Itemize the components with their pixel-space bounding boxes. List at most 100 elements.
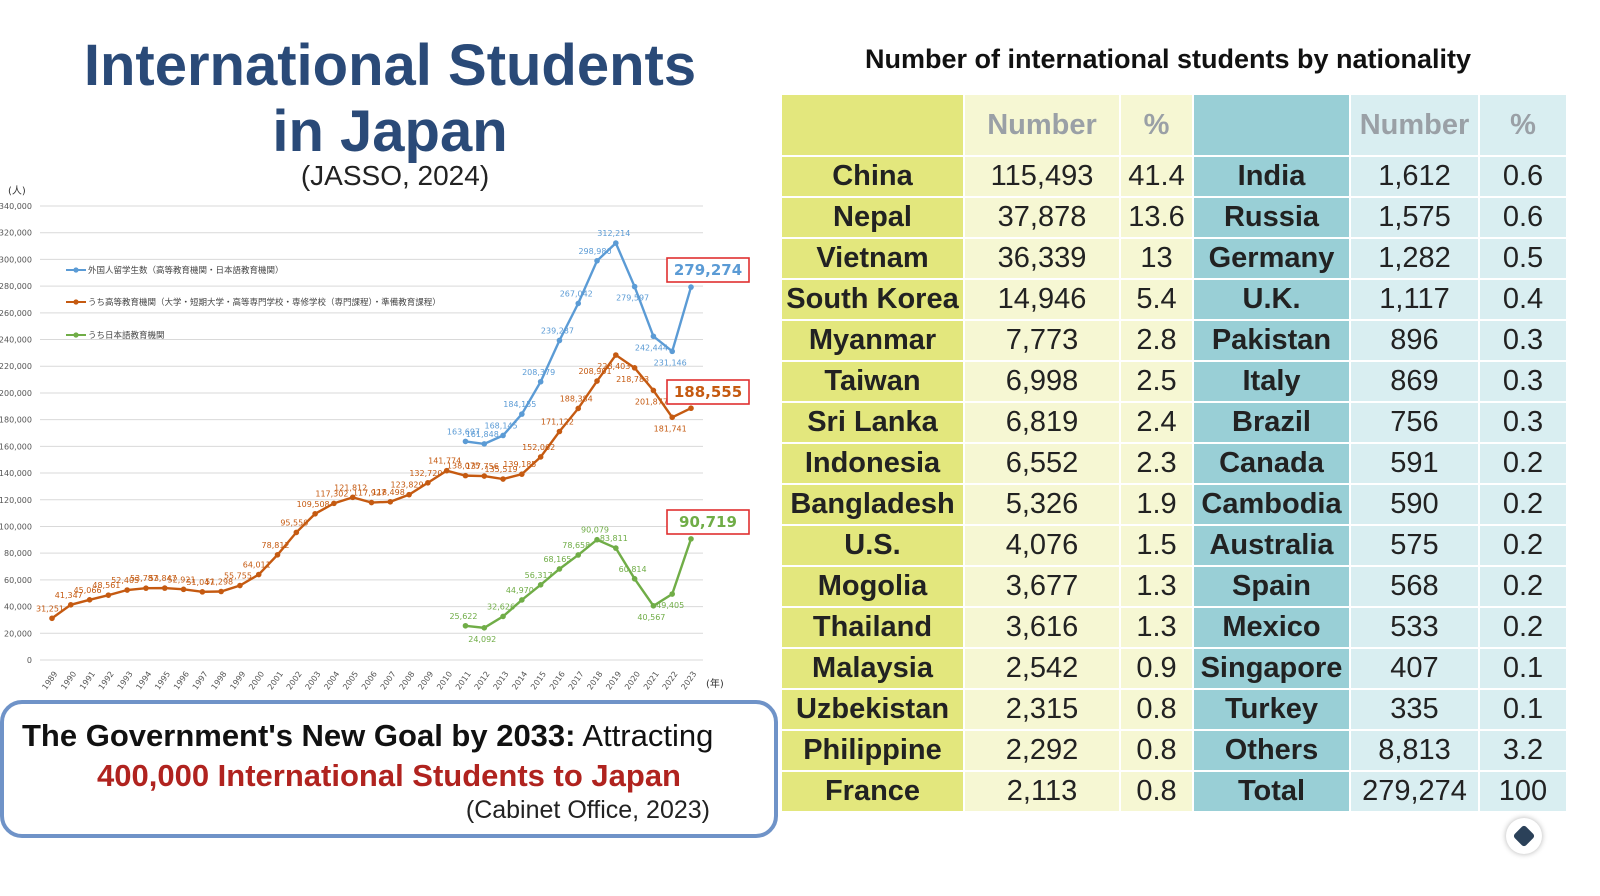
data-label: 168,145 xyxy=(485,421,518,430)
table-cell: 0.2 xyxy=(1478,483,1568,526)
x-tick-label: 1992 xyxy=(97,670,116,692)
table-cell: 1,612 xyxy=(1349,155,1480,198)
table-cell: 6,819 xyxy=(963,401,1121,444)
data-point xyxy=(86,597,93,603)
header-cell xyxy=(1192,93,1351,157)
table-cell: 1,575 xyxy=(1349,196,1480,239)
data-point xyxy=(462,622,469,629)
data-label: 231,146 xyxy=(654,358,687,367)
table-cell: 13.6 xyxy=(1119,196,1194,239)
data-label: 90,079 xyxy=(581,526,609,535)
table-cell: 0.2 xyxy=(1478,442,1568,485)
y-tick-label: 180,000 xyxy=(0,416,32,425)
table-cell: Thailand xyxy=(780,606,965,649)
data-point xyxy=(631,575,638,582)
table-cell: 0.3 xyxy=(1478,401,1568,444)
y-tick-label: 60,000 xyxy=(4,576,32,585)
table-cell: 7,773 xyxy=(963,319,1121,362)
data-point xyxy=(312,510,318,517)
data-point xyxy=(631,365,638,371)
table-cell: 591 xyxy=(1349,442,1480,485)
data-point xyxy=(537,378,544,385)
table-cell: 407 xyxy=(1349,647,1480,690)
table-cell: 0.8 xyxy=(1119,688,1194,731)
table-cell: 13 xyxy=(1119,237,1194,280)
table-cell: France xyxy=(780,770,965,813)
table-cell: Singapore xyxy=(1192,647,1351,690)
x-tick-label: 2015 xyxy=(529,670,548,692)
data-label: 52,921 xyxy=(168,575,196,584)
x-tick-label: 2007 xyxy=(379,670,398,692)
data-label: 78,658 xyxy=(562,541,590,550)
table-cell: Others xyxy=(1192,729,1351,772)
table-cell: 869 xyxy=(1349,360,1480,403)
table-cell: 533 xyxy=(1349,606,1480,649)
table-cell: Nepal xyxy=(780,196,965,239)
data-point xyxy=(425,479,431,486)
data-label: 118,498 xyxy=(372,488,405,497)
y-tick-label: 240,000 xyxy=(0,336,32,345)
slide-title-line2: in Japan xyxy=(272,99,508,164)
data-point xyxy=(481,625,488,631)
data-label: 51,047 xyxy=(186,578,214,587)
data-point xyxy=(631,283,638,290)
y-unit-label: (人) xyxy=(8,185,26,197)
table-cell: Sri Lanka xyxy=(780,401,965,444)
data-point xyxy=(105,592,112,598)
goal-highlight-text: 400,000 International Students to Japan xyxy=(97,758,681,793)
x-tick-label: 1996 xyxy=(172,670,191,692)
table-cell: Russia xyxy=(1192,196,1351,239)
data-point xyxy=(669,414,676,421)
data-label: 137,756 xyxy=(466,462,499,471)
y-tick-label: 160,000 xyxy=(0,442,32,451)
table-cell: 1.3 xyxy=(1119,565,1194,608)
data-point xyxy=(462,472,469,479)
x-tick-label: 2022 xyxy=(661,670,680,692)
table-cell: Canada xyxy=(1192,442,1351,485)
data-label: 31,251 xyxy=(36,604,64,613)
y-tick-label: 20,000 xyxy=(4,629,32,638)
table-cell: Vietnam xyxy=(780,237,965,280)
data-point xyxy=(688,284,694,290)
x-tick-label: 2011 xyxy=(454,670,473,692)
data-label: 117,927 xyxy=(353,489,386,498)
table-cell: 2,292 xyxy=(963,729,1121,772)
table-cell: 1.3 xyxy=(1119,606,1194,649)
goal-normal-text: Attracting xyxy=(575,718,714,753)
y-tick-label: 320,000 xyxy=(0,229,32,238)
data-point xyxy=(594,378,600,384)
data-label: 132,720 xyxy=(409,469,442,478)
nationality-table: Number % Number % China 115,493 41.4 India 1… xyxy=(780,93,1568,813)
table-cell: 100 xyxy=(1478,770,1568,813)
data-point xyxy=(368,499,375,506)
x-tick-label: 2009 xyxy=(416,670,435,692)
data-point xyxy=(199,589,206,595)
header-cell: Number xyxy=(963,93,1121,157)
data-point xyxy=(349,494,356,501)
table-cell: 2,315 xyxy=(963,688,1121,731)
legend-marker xyxy=(73,332,79,338)
table-cell: Indonesia xyxy=(780,442,965,485)
table-cell: 6,998 xyxy=(963,360,1121,403)
table-row: Vietnam 36,339 13 Germany 1,282 0.5 xyxy=(780,237,1568,280)
data-point xyxy=(519,597,525,603)
x-tick-label: 2019 xyxy=(604,670,623,692)
y-tick-label: 220,000 xyxy=(0,362,32,371)
x-tick-label: 2021 xyxy=(642,670,661,692)
data-point xyxy=(237,582,243,589)
data-label: 117,302 xyxy=(315,489,348,498)
table-header-row: Number % Number % xyxy=(780,93,1568,157)
data-label: 218,783 xyxy=(616,375,649,384)
goal-line1: The Government's New Goal by 2033: Attra… xyxy=(22,718,713,754)
table-row: Taiwan 6,998 2.5 Italy 869 0.3 xyxy=(780,360,1568,403)
table-cell: Mogolia xyxy=(780,565,965,608)
table-row: Sri Lanka 6,819 2.4 Brazil 756 0.3 xyxy=(780,401,1568,444)
data-point xyxy=(500,432,506,439)
data-point xyxy=(669,348,676,355)
table-cell: 1.9 xyxy=(1119,483,1194,526)
data-label: 163,697 xyxy=(447,427,480,436)
data-point xyxy=(537,454,544,460)
y-tick-label: 280,000 xyxy=(0,282,32,291)
data-point xyxy=(462,438,469,445)
data-point xyxy=(575,552,582,558)
